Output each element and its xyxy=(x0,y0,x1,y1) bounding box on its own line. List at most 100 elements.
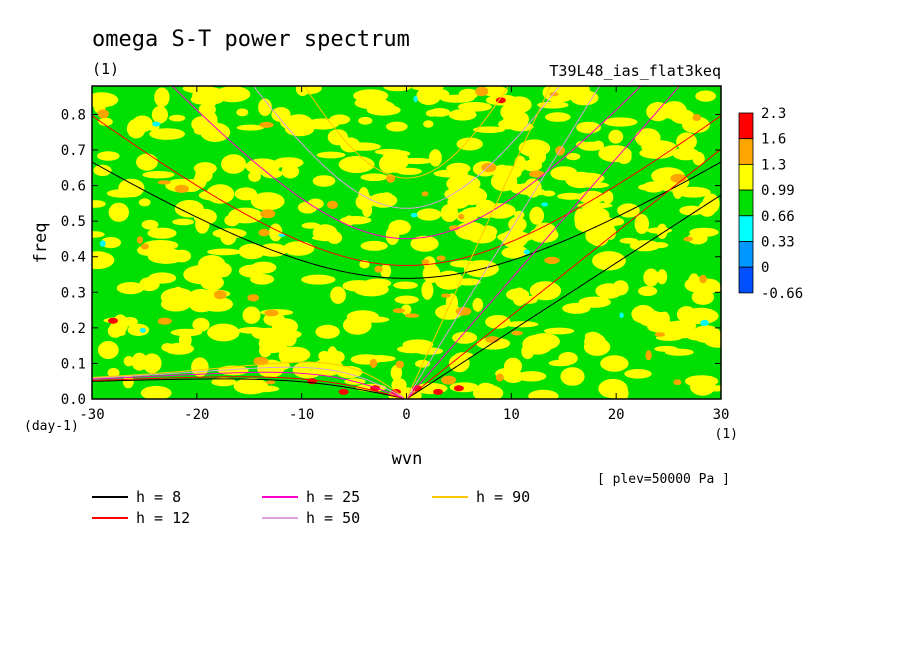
field-patch xyxy=(97,151,120,161)
field-patch xyxy=(236,124,265,131)
field-patch xyxy=(172,218,195,226)
field-patch xyxy=(485,315,511,329)
field-patch xyxy=(548,359,572,367)
field-patch xyxy=(475,86,489,97)
field-patch xyxy=(282,241,315,256)
field-patch xyxy=(643,268,659,287)
field-patch xyxy=(528,149,547,165)
x-tick-label: -10 xyxy=(289,407,314,423)
field-patch xyxy=(455,307,472,316)
field-patch xyxy=(141,219,159,230)
field-patch xyxy=(416,208,442,221)
field-patch xyxy=(353,89,389,103)
field-patch xyxy=(673,379,682,386)
field-patch xyxy=(306,118,339,130)
field-patch xyxy=(478,382,493,391)
field-patch xyxy=(692,114,701,121)
field-patch xyxy=(473,126,506,133)
field-patch xyxy=(481,86,508,97)
field-patch xyxy=(97,109,109,119)
field-patch xyxy=(136,236,143,244)
field-patch xyxy=(242,306,261,324)
rossby-curve-h90 xyxy=(92,361,405,398)
field-patch xyxy=(192,86,227,106)
field-patch xyxy=(174,184,189,193)
field-patch xyxy=(411,86,444,91)
field-patch xyxy=(386,121,408,132)
y-tick-label: 0.6 xyxy=(61,179,86,195)
field-patch xyxy=(211,377,237,387)
field-patch xyxy=(131,352,148,371)
field-patch xyxy=(188,293,215,313)
field-patch xyxy=(598,145,632,163)
field-patch xyxy=(107,367,120,378)
field-patch xyxy=(358,116,373,125)
field-patch xyxy=(312,175,336,187)
field-patch xyxy=(295,86,310,96)
y-tick-label: 0.1 xyxy=(61,356,86,372)
field-patch xyxy=(92,200,106,208)
field-patch xyxy=(645,350,652,361)
field-patch xyxy=(472,298,484,312)
field-patch xyxy=(456,137,483,151)
field-patch xyxy=(684,375,719,388)
kelvin-curve-h25 xyxy=(406,86,681,399)
field-patch xyxy=(258,228,270,237)
field-patch xyxy=(703,331,721,348)
field-patch xyxy=(360,240,388,251)
field-patch xyxy=(271,107,291,123)
colorbar-swatch xyxy=(738,163,754,191)
field-patch xyxy=(688,273,700,291)
field-patch xyxy=(458,88,479,100)
field-patch xyxy=(565,171,596,189)
field-patch xyxy=(171,286,185,305)
field-patch xyxy=(318,350,331,362)
field-patch xyxy=(92,251,115,270)
field-patch xyxy=(430,89,450,100)
field-patch xyxy=(164,342,194,355)
chart-subtitle-right: T39L48_ias_flat3keq xyxy=(549,62,721,80)
field-patch xyxy=(390,364,403,381)
field-patch xyxy=(388,219,411,235)
field-patch xyxy=(392,308,406,314)
field-patch xyxy=(193,126,208,135)
field-patch xyxy=(183,265,219,285)
field-patch xyxy=(352,216,364,223)
field-patch xyxy=(634,214,649,234)
field-patch xyxy=(558,86,590,100)
field-patch xyxy=(515,112,529,127)
colorbar-label: 2.3 xyxy=(761,106,786,122)
colorbar-swatch xyxy=(738,138,754,165)
field-patch xyxy=(646,227,672,234)
rossby-curve-h25 xyxy=(92,371,405,399)
field-patch xyxy=(315,324,340,339)
colorbar-label: 0.33 xyxy=(761,235,795,251)
field-patch xyxy=(388,150,411,157)
field-patch xyxy=(344,142,381,151)
kelvin-curve-h12 xyxy=(406,148,721,399)
field-patch xyxy=(93,164,112,177)
field-patch xyxy=(106,189,139,198)
field-patch xyxy=(168,114,186,122)
field-patch xyxy=(97,341,119,359)
field-patch xyxy=(543,327,575,335)
field-patch xyxy=(578,296,611,308)
field-patch xyxy=(421,191,429,197)
field-patch xyxy=(360,173,388,181)
field-patch xyxy=(410,213,418,218)
colorbar-swatch xyxy=(738,266,754,294)
field-patch xyxy=(343,315,372,335)
field-patch xyxy=(383,86,412,92)
field-patch xyxy=(316,151,346,159)
field-patch xyxy=(206,184,235,204)
field-patch xyxy=(687,232,708,245)
field-patch xyxy=(234,187,258,201)
field-patch xyxy=(448,109,477,121)
field-patch xyxy=(170,328,203,337)
field-patch xyxy=(691,289,715,305)
field-patch xyxy=(421,259,430,265)
x-tick-label: 20 xyxy=(608,407,625,423)
field-patch xyxy=(685,328,706,341)
legend-label: h = 12 xyxy=(136,509,190,527)
